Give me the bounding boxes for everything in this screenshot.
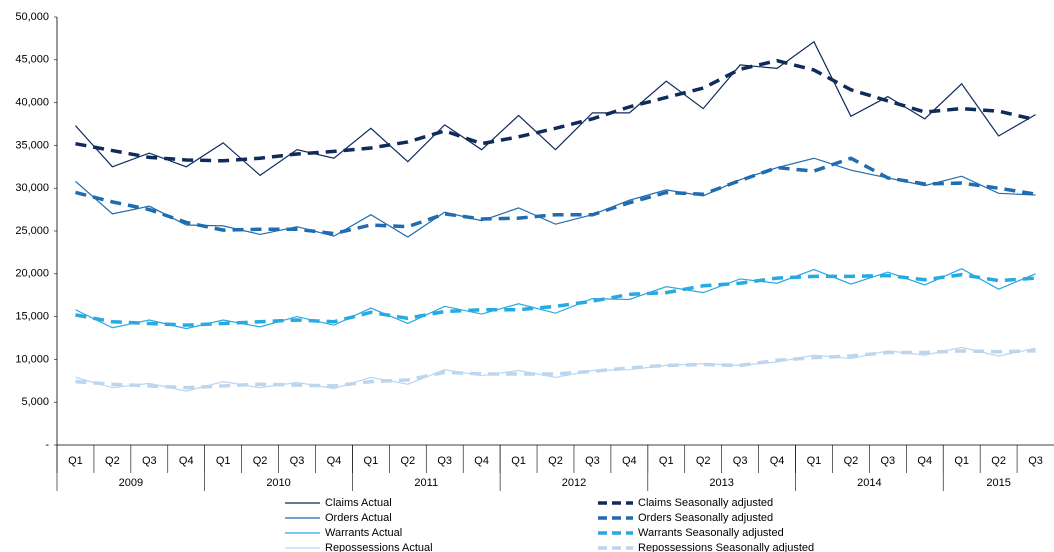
x-tick-label: Q3 bbox=[142, 455, 157, 467]
x-tick-label: Q1 bbox=[954, 455, 969, 467]
x-tick-label: Q3 bbox=[733, 455, 748, 467]
y-tick-label: - bbox=[45, 439, 49, 451]
y-tick-label: 25,000 bbox=[15, 225, 49, 237]
line-seasonally-adjusted bbox=[75, 272, 1036, 327]
legend-label: Orders Seasonally adjusted bbox=[638, 512, 773, 524]
y-tick-label: 5,000 bbox=[21, 396, 49, 408]
x-tick-label: Q4 bbox=[179, 455, 194, 467]
y-tick-label: 30,000 bbox=[15, 182, 49, 194]
line-seasonally-adjusted bbox=[75, 349, 1036, 390]
legend-label: Warrants Seasonally adjusted bbox=[638, 527, 784, 539]
x-group-label: 2011 bbox=[414, 477, 438, 489]
x-tick-label: Q3 bbox=[880, 455, 895, 467]
y-tick-label: 40,000 bbox=[15, 97, 49, 109]
x-group-label: 2010 bbox=[266, 477, 290, 489]
x-tick-label: Q3 bbox=[437, 455, 452, 467]
y-tick-label: 50,000 bbox=[15, 11, 49, 23]
x-tick-label: Q3 bbox=[1028, 455, 1043, 467]
x-tick-label: Q1 bbox=[807, 455, 822, 467]
x-group-label: 2009 bbox=[119, 477, 143, 489]
x-tick-label: Q2 bbox=[105, 455, 120, 467]
x-tick-label: Q1 bbox=[68, 455, 83, 467]
line-seasonally-adjusted bbox=[75, 156, 1036, 236]
line-seasonally-adjusted bbox=[75, 58, 1036, 163]
x-tick-label: Q4 bbox=[917, 455, 932, 467]
x-tick-label: Q4 bbox=[770, 455, 785, 467]
y-tick-label: 10,000 bbox=[15, 353, 49, 365]
legend-label: Claims Actual bbox=[325, 497, 392, 509]
x-group-label: 2014 bbox=[857, 477, 881, 489]
x-tick-label: Q3 bbox=[290, 455, 305, 467]
x-tick-label: Q2 bbox=[844, 455, 859, 467]
y-tick-label: 15,000 bbox=[15, 311, 49, 323]
legend-label: Repossessions Actual bbox=[325, 542, 433, 552]
x-tick-label: Q3 bbox=[585, 455, 600, 467]
x-group-label: 2012 bbox=[562, 477, 586, 489]
x-tick-label: Q2 bbox=[400, 455, 415, 467]
y-tick-label: 20,000 bbox=[15, 268, 49, 280]
x-tick-label: Q4 bbox=[474, 455, 489, 467]
x-tick-label: Q2 bbox=[253, 455, 268, 467]
y-tick-label: 35,000 bbox=[15, 139, 49, 151]
legend-label: Warrants Actual bbox=[325, 527, 402, 539]
x-tick-label: Q4 bbox=[622, 455, 637, 467]
x-tick-label: Q2 bbox=[696, 455, 711, 467]
line-actual bbox=[75, 157, 1036, 238]
x-tick-label: Q1 bbox=[659, 455, 674, 467]
x-tick-label: Q1 bbox=[216, 455, 231, 467]
x-tick-label: Q1 bbox=[511, 455, 526, 467]
line-actual bbox=[75, 267, 1036, 330]
x-tick-label: Q4 bbox=[327, 455, 342, 467]
legend-label: Claims Seasonally adjusted bbox=[638, 497, 773, 509]
legend-label: Repossessions Seasonally adjusted bbox=[638, 542, 814, 552]
x-group-label: 2015 bbox=[986, 477, 1010, 489]
legend-label: Orders Actual bbox=[325, 512, 392, 524]
x-tick-label: Q2 bbox=[991, 455, 1006, 467]
y-tick-label: 45,000 bbox=[15, 54, 49, 66]
x-group-label: 2013 bbox=[709, 477, 733, 489]
x-tick-label: Q2 bbox=[548, 455, 563, 467]
x-tick-label: Q1 bbox=[364, 455, 379, 467]
line-actual bbox=[75, 40, 1036, 177]
